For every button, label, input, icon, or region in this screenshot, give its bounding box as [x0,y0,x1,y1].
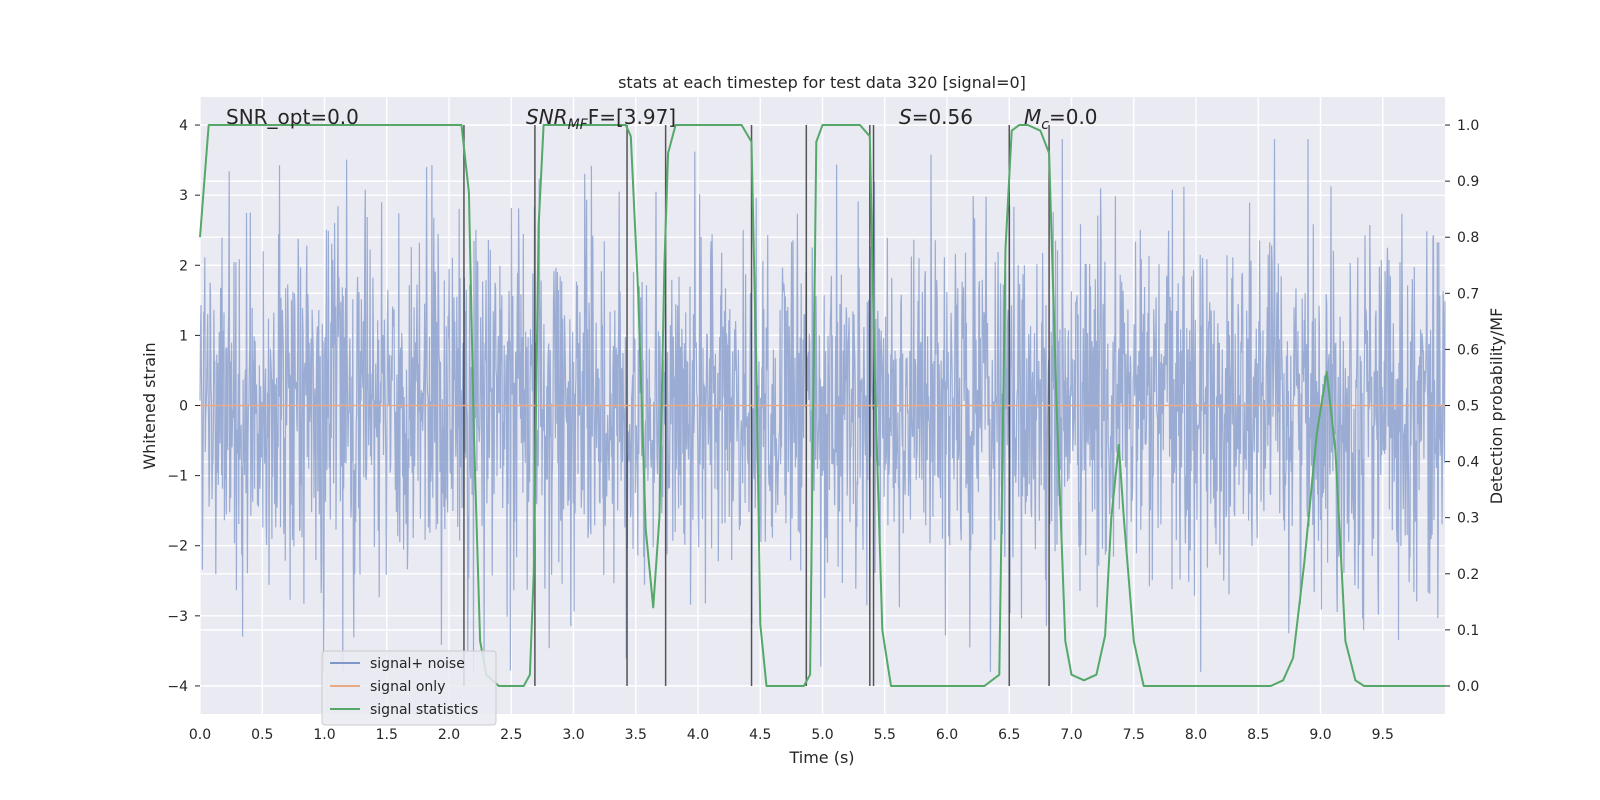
y-right-tick-label: 1.0 [1457,118,1479,134]
x-tick-label: 1.5 [376,727,398,743]
y-right-tick-label: 0.0 [1457,679,1479,695]
y-right-tick-label: 0.4 [1457,455,1479,471]
annotation-s: S=0.56 [899,105,973,129]
series-signal-statistics-line [199,124,1445,687]
legend-label-signal-statistics: signal statistics [370,702,478,718]
x-tick-label: 6.0 [936,727,958,743]
y-right-tick-label: 0.9 [1457,174,1479,190]
y-right-tick-label: 0.5 [1457,399,1479,415]
annotation-mc-main: M [1024,105,1041,129]
series-signal-noise-line [199,139,1446,672]
x-tick-label: 3.0 [562,727,584,743]
annotation-snr-mf-main: SNR [526,105,568,129]
x-tick-label: 7.0 [1060,727,1082,743]
y-right-tick-label: 0.2 [1457,567,1479,583]
x-tick-label: 7.5 [1123,727,1145,743]
x-tick-label: 8.0 [1185,727,1207,743]
x-tick-label: 2.0 [438,727,460,743]
y-axis-title: Whitened strain [140,342,159,469]
legend: signal+ noise signal only signal statist… [321,650,497,726]
x-tick-label: 6.5 [998,727,1020,743]
series-lines [199,124,1445,687]
legend-box [321,650,497,726]
x-tick-label: 4.5 [749,727,771,743]
annotation-snr-mf: SNRMFF=[3.97] [526,105,676,133]
y-tick-label: 1 [179,328,188,344]
annotation-snr-mf-rest: F=[3.97] [588,105,676,129]
y-right-tick-label: 0.1 [1457,623,1479,639]
x-tick-label: 5.5 [874,727,896,743]
annotation-mc-rest: =0.0 [1049,105,1098,129]
y-right-tick-label: 0.7 [1457,286,1479,302]
annotation-mc-sub: c [1041,117,1049,133]
chart-title: stats at each timestep for test data 320… [618,73,1026,92]
y-tick-label: 3 [179,188,188,204]
y-right-tick-label: 0.3 [1457,511,1479,527]
x-tick-label: 5.0 [811,727,833,743]
y-tick-label: 0 [179,399,188,415]
y-tick-label: −2 [167,539,188,555]
y-tick-label: 4 [179,118,188,134]
y-tick-label: −4 [167,679,188,695]
x-tick-label: 2.5 [500,727,522,743]
x-tick-label: 8.5 [1247,727,1269,743]
x-tick-label: 0.0 [189,727,211,743]
x-tick-label: 4.0 [687,727,709,743]
annotation-s-main: S [899,105,912,129]
x-tick-label: 0.5 [251,727,273,743]
noise-series [199,139,1446,672]
axes: 0.0 0.5 1.0 1.5 2.0 2.5 3.0 3.5 4.0 4.5 5.0 5.5 6.0 6… [167,118,1479,743]
y-right-axis-title: Detection probability/MF [1487,308,1506,505]
annotation-mc: Mc=0.0 [1024,105,1098,133]
x-axis-title: Time (s) [788,748,854,767]
x-tick-label: 3.5 [625,727,647,743]
x-tick-label: 9.0 [1309,727,1331,743]
y-tick-label: 2 [179,258,188,274]
annotation-snr-mf-sub: MF [568,117,589,133]
legend-label-signal-only: signal only [370,679,445,695]
x-tick-label: 1.0 [313,727,335,743]
y-right-tick-label: 0.6 [1457,342,1479,358]
legend-label-signal-noise: signal+ noise [370,656,465,672]
x-tick-label: 9.5 [1372,727,1394,743]
y-right-tick-label: 0.8 [1457,230,1479,246]
y-tick-label: −3 [167,609,188,625]
annotation-s-rest: =0.56 [912,105,973,129]
y-tick-label: −1 [167,469,188,485]
annotation-snr-opt: SNR_opt=0.0 [226,105,359,129]
